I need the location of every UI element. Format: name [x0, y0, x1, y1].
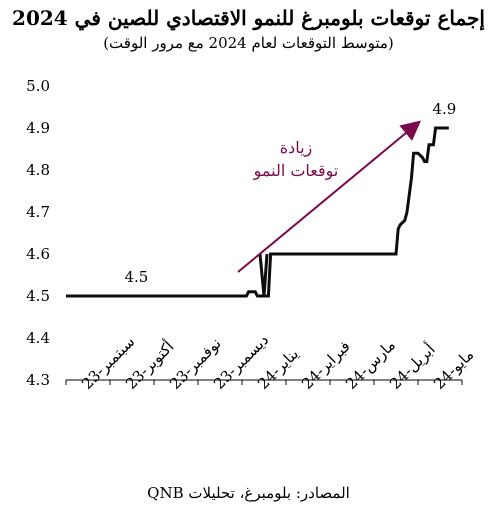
y-tick-label: 4.4 — [26, 329, 50, 347]
y-tick-label: 4.8 — [26, 161, 50, 179]
y-tick-label: 4.5 — [26, 287, 50, 305]
y-tick-label: 4.3 — [26, 371, 50, 389]
y-tick-label: 4.6 — [26, 245, 50, 263]
annotation-line1: زيادة — [280, 138, 313, 157]
y-tick-label: 4.9 — [26, 119, 50, 137]
chart-title: إجماع توقعات بلومبرغ للنمو الاقتصادي للص… — [12, 6, 485, 30]
growth-arrow — [237, 120, 422, 273]
annotation-line2: توقعات النمو — [253, 161, 339, 180]
y-tick-label: 5.0 — [26, 77, 50, 95]
data-label: 4.9 — [432, 100, 456, 118]
chart-subtitle: (متوسط التوقعات لعام 2024 مع مرور الوقت) — [103, 34, 394, 52]
series-line — [66, 126, 449, 298]
source-note: المصادر: بلومبرغ، تحليلات QNB — [147, 484, 350, 502]
data-label: 4.5 — [124, 268, 148, 286]
series-dip — [258, 253, 269, 297]
y-tick-label: 4.7 — [26, 203, 50, 221]
